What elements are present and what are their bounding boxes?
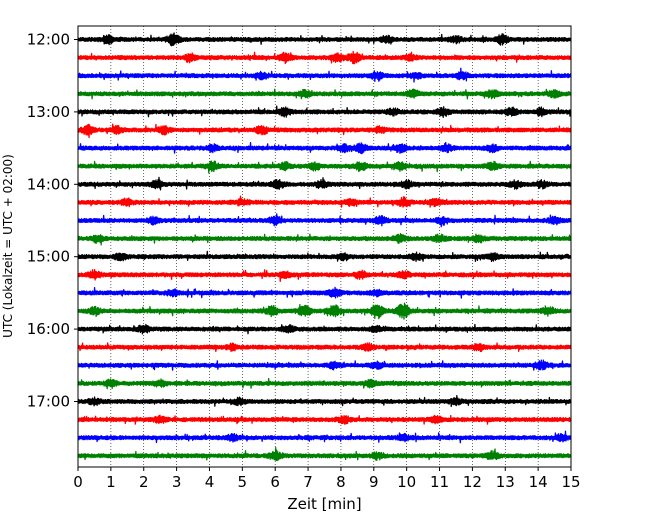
y-tick-label: 15:00 — [27, 248, 70, 266]
y-tick-label: 16:00 — [27, 320, 70, 338]
plot-frame — [77, 25, 572, 468]
x-tick-label: 10 — [397, 473, 416, 491]
trace-line — [77, 302, 572, 320]
trace-line — [77, 377, 572, 390]
x-tick-label: 15 — [561, 473, 580, 491]
trace-line — [77, 359, 572, 371]
y-tick-label: 14:00 — [27, 175, 70, 193]
y-axis-label: UTC (Lokalzeit = UTC + 02:00) — [1, 154, 15, 338]
y-tick-label: 13:00 — [27, 103, 70, 121]
trace-line — [77, 88, 572, 100]
trace-line — [77, 141, 572, 155]
trace-line — [77, 32, 572, 47]
trace-line — [77, 123, 572, 139]
trace-line — [77, 176, 572, 191]
y-tick-label: 17:00 — [27, 393, 70, 411]
x-tick-label: 3 — [172, 473, 182, 491]
x-tick-label: 0 — [73, 473, 83, 491]
x-tick-label: 9 — [369, 473, 379, 491]
x-tick-label: 12 — [463, 473, 482, 491]
trace-line — [77, 447, 572, 462]
x-tick-label: 13 — [496, 473, 515, 491]
trace-line — [77, 160, 572, 174]
trace-line — [77, 67, 572, 83]
x-tick-label: 14 — [529, 473, 548, 491]
x-axis-ticks: 0 1 2 3 4 5 6 7 8 9 10 11 12 13 14 15 — [73, 467, 581, 491]
x-tick-label: 1 — [106, 473, 116, 491]
trace-line — [77, 195, 572, 208]
trace-line — [77, 213, 572, 228]
trace-line — [77, 430, 572, 444]
x-tick-label: 11 — [430, 473, 449, 491]
x-tick-label: 5 — [238, 473, 248, 491]
x-tick-label: 8 — [336, 473, 346, 491]
x-tick-label: 2 — [139, 473, 149, 491]
trace-line — [77, 50, 572, 65]
trace-lines — [77, 32, 572, 462]
x-tick-label: 4 — [205, 473, 215, 491]
trace-line — [77, 342, 572, 353]
trace-line — [77, 286, 572, 299]
trace-line — [77, 323, 572, 335]
trace-line — [77, 394, 572, 408]
trace-line — [77, 414, 572, 425]
x-axis-label: Zeit [min] — [287, 495, 361, 513]
x-tick-label: 6 — [270, 473, 280, 491]
trace-line — [77, 232, 572, 246]
trace-line — [77, 105, 572, 118]
trace-line — [77, 250, 572, 263]
y-tick-label: 12:00 — [27, 31, 70, 49]
trace-line — [77, 268, 572, 282]
x-tick-label: 7 — [303, 473, 313, 491]
y-axis-ticks: 12:00 13:00 14:00 15:00 16:00 17:00 — [27, 31, 78, 411]
